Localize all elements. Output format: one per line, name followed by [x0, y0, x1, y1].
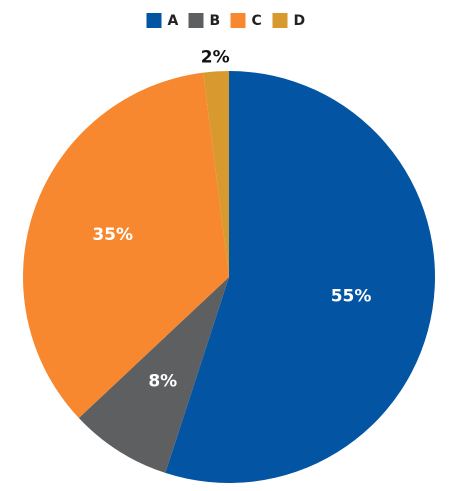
- data-label: 35%: [92, 225, 133, 245]
- legend-swatch: [272, 13, 288, 28]
- pie-slice: [165, 71, 435, 483]
- legend-label: A: [168, 13, 179, 29]
- pie-slice: [23, 72, 229, 419]
- legend-label: C: [252, 13, 262, 29]
- legend-label: B: [210, 13, 221, 29]
- pie-slice: [203, 71, 229, 277]
- data-label: 55%: [331, 286, 372, 306]
- pie-slice: [78, 277, 230, 473]
- legend-swatch: [146, 13, 162, 28]
- data-label: 2%: [201, 47, 230, 67]
- legend-swatch: [188, 13, 204, 28]
- legend-label: D: [294, 13, 306, 29]
- legend-swatch: [230, 13, 246, 28]
- data-label: 8%: [148, 371, 177, 391]
